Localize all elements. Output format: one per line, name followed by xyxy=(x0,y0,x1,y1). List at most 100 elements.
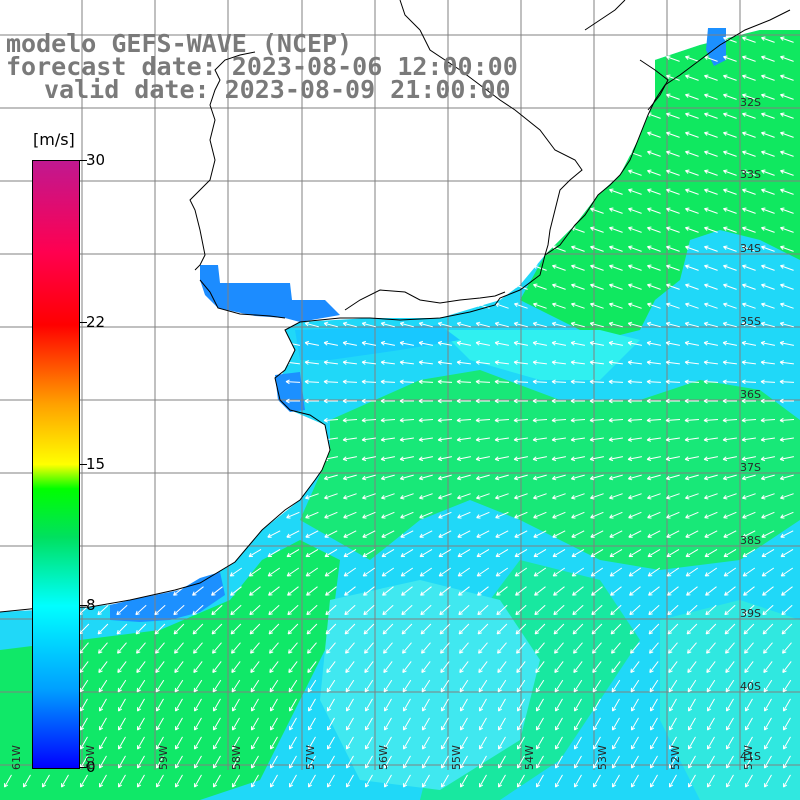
wind-arrow xyxy=(399,474,414,481)
wind-arrow xyxy=(346,755,354,769)
wind-arrow xyxy=(570,340,585,346)
wind-arrow xyxy=(685,264,699,271)
wind-arrow xyxy=(457,548,471,558)
wind-arrow xyxy=(779,379,795,385)
wind-arrow xyxy=(666,245,680,252)
wind-arrow xyxy=(591,586,603,596)
wind-arrow xyxy=(665,474,680,481)
wind-arrow xyxy=(742,55,756,62)
wind-arrow xyxy=(420,586,432,596)
wind-arrow xyxy=(267,548,281,558)
wind-arrow xyxy=(666,493,680,500)
wind-arrow xyxy=(610,623,622,635)
wind-arrow xyxy=(780,112,794,119)
wind-arrow xyxy=(649,642,659,654)
wind-arrow xyxy=(723,93,737,100)
wind-arrow xyxy=(308,717,316,731)
wind-arrow xyxy=(780,493,794,500)
wind-arrow xyxy=(761,150,775,157)
wind-arrow xyxy=(421,679,431,693)
wind-arrow xyxy=(383,661,393,674)
wind-arrow xyxy=(494,417,510,423)
wind-arrow xyxy=(741,321,756,328)
wind-arrow xyxy=(646,398,661,404)
wind-arrow xyxy=(647,264,661,271)
wind-arrow xyxy=(211,623,223,635)
wind-arrow xyxy=(384,736,392,750)
wind-arrow xyxy=(593,774,601,788)
wind-arrow xyxy=(213,736,221,750)
wind-arrow xyxy=(440,642,450,654)
wind-arrow xyxy=(399,417,415,423)
wind-arrow xyxy=(422,698,430,712)
wind-arrow xyxy=(666,283,680,290)
wind-arrow xyxy=(456,417,472,423)
wind-arrow xyxy=(269,642,279,654)
wind-arrow xyxy=(536,698,544,712)
wind-arrow xyxy=(741,456,756,462)
wind-arrow xyxy=(763,679,773,693)
wind-arrow xyxy=(514,548,528,558)
wind-arrow xyxy=(361,474,376,481)
wind-arrow xyxy=(742,493,756,500)
wind-arrow xyxy=(437,474,452,481)
wind-arrow xyxy=(175,755,183,769)
wind-arrow xyxy=(498,755,506,769)
wind-arrow xyxy=(495,548,509,558)
wind-arrow xyxy=(456,456,471,462)
wind-arrow xyxy=(723,567,737,577)
wind-arrow xyxy=(764,698,772,712)
wind-arrow xyxy=(669,736,677,750)
wind-arrow xyxy=(400,530,414,538)
wind-arrow xyxy=(628,511,642,519)
wind-arrow xyxy=(590,530,604,538)
wind-arrow xyxy=(742,302,756,309)
wind-arrow xyxy=(649,679,659,693)
wind-arrow xyxy=(669,755,677,769)
wind-arrow xyxy=(742,226,756,233)
wind-arrow xyxy=(534,623,546,635)
wind-arrow xyxy=(98,661,108,674)
wind-arrow xyxy=(532,456,547,462)
wind-arrow xyxy=(646,321,661,328)
wind-arrow xyxy=(380,321,395,328)
wind-arrow xyxy=(306,623,318,635)
wind-arrow xyxy=(704,150,718,157)
wind-arrow xyxy=(574,717,582,731)
longitude-label: 53W xyxy=(596,745,609,770)
wind-arrow xyxy=(685,493,699,500)
wind-arrow xyxy=(761,169,775,176)
wind-arrow xyxy=(742,74,756,81)
wind-arrow xyxy=(631,698,639,712)
wind-arrow xyxy=(342,340,357,346)
wind-arrow xyxy=(249,623,261,635)
wind-arrow xyxy=(780,150,794,157)
wind-arrow xyxy=(723,188,737,195)
wind-arrow xyxy=(589,379,605,385)
wind-arrow xyxy=(345,661,355,674)
wind-arrow xyxy=(419,493,433,500)
wind-arrow xyxy=(460,755,468,769)
wind-arrow xyxy=(722,340,737,346)
wind-arrow xyxy=(361,340,376,346)
wind-arrow xyxy=(156,736,164,750)
wind-arrow xyxy=(494,474,509,481)
wind-arrow xyxy=(707,774,715,788)
wind-arrow xyxy=(418,437,433,442)
latitude-label: 37S xyxy=(740,461,761,474)
wind-arrow xyxy=(361,360,376,365)
wind-arrow xyxy=(666,74,680,81)
wind-arrow xyxy=(325,623,337,635)
wind-arrow xyxy=(513,379,529,385)
wind-arrow xyxy=(761,93,775,100)
wind-arrow xyxy=(42,774,50,788)
wind-arrow xyxy=(627,474,642,481)
wind-arrow xyxy=(668,679,678,693)
wind-arrow xyxy=(230,604,242,616)
wind-arrow xyxy=(475,340,490,346)
longitude-label: 57W xyxy=(304,745,317,770)
wind-arrow xyxy=(323,321,338,328)
wind-arrow xyxy=(268,604,280,616)
wind-arrow xyxy=(80,736,88,750)
